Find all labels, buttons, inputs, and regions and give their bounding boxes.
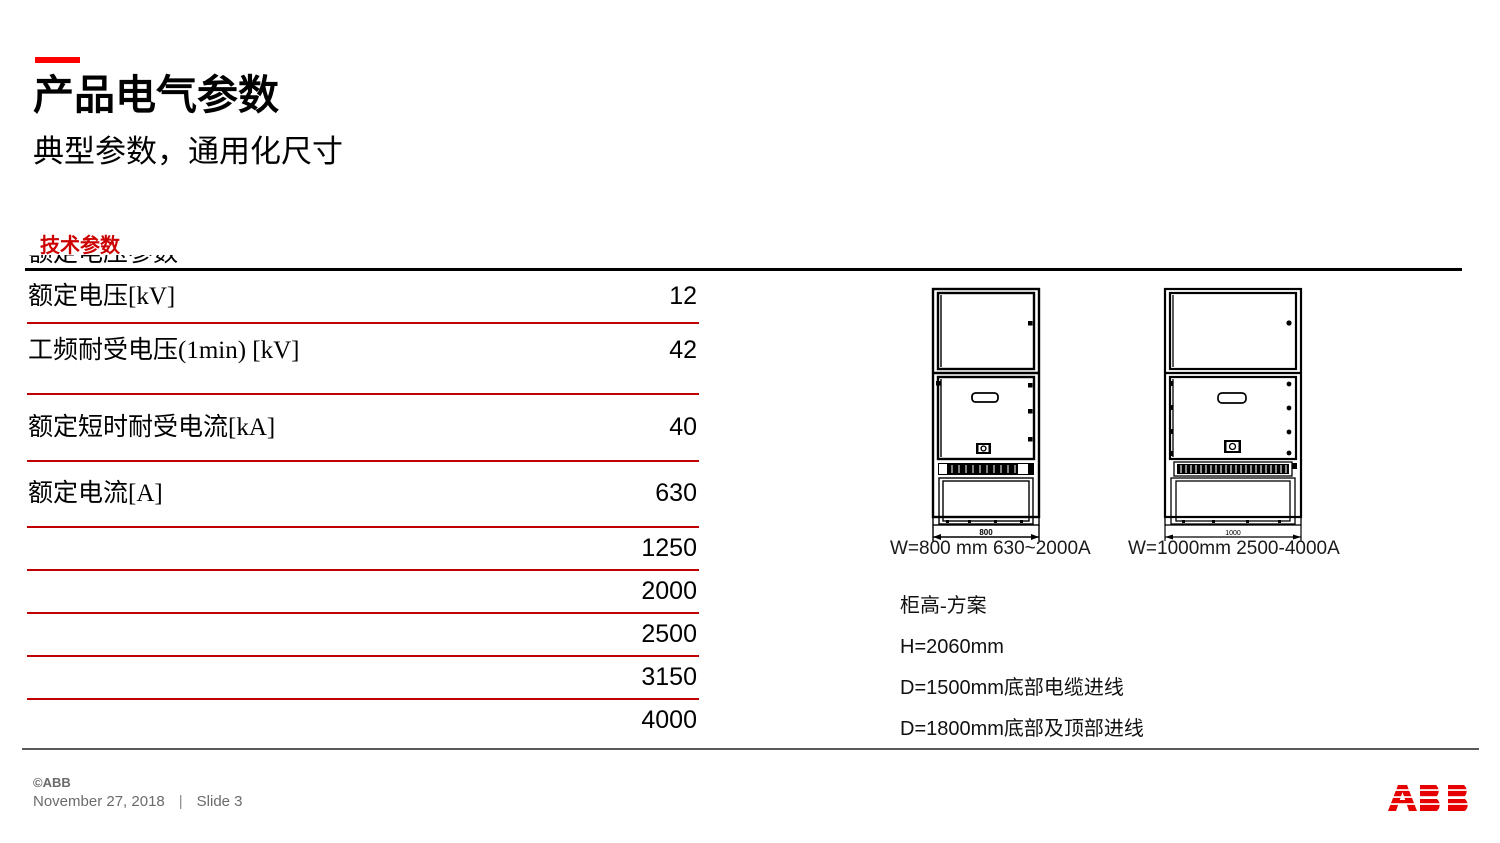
- spec-label: 额定短时耐受电流[kA]: [28, 414, 276, 441]
- header-divider-rule: [25, 268, 1462, 271]
- spec-label: 额定电流[A]: [28, 480, 163, 507]
- dimension-line-800: [932, 525, 1040, 541]
- spec-value: 2500: [641, 620, 697, 648]
- specification-table: 额定电压参数 额定电压[kV] 12 工频耐受电压(1min) [kV] 42 …: [27, 255, 699, 743]
- spec-value: 42: [669, 336, 697, 364]
- interlock-indicator-icon: [976, 443, 991, 454]
- table-row: 4000: [27, 700, 699, 743]
- spec-label: 额定电压[kV]: [28, 283, 176, 310]
- footer-slide-number: Slide 3: [196, 793, 243, 810]
- cabinet-caption-800: W=800 mm 630~2000A: [890, 538, 1091, 559]
- cabinet-drawings-group: 800: [880, 280, 1380, 559]
- spec-value: 630: [655, 479, 697, 507]
- base-plate: [1164, 516, 1302, 526]
- footer-copyright: ©ABB: [33, 775, 71, 790]
- spec-value: 1250: [641, 534, 697, 562]
- abb-logo-svg: ABB: [1388, 785, 1468, 811]
- table-row: 额定电流[A] 630: [27, 462, 699, 528]
- spec-value: 40: [669, 413, 697, 441]
- footer-meta: November 27, 2018 | Slide 3: [33, 793, 243, 810]
- footer-divider-rule: [22, 748, 1479, 750]
- cabinet-drawing-800: 800: [928, 285, 1044, 541]
- notes-heading: 柜高-方案: [900, 595, 987, 617]
- footer-separator: |: [178, 793, 183, 810]
- table-row: 工频耐受电压(1min) [kV] 42: [27, 324, 699, 395]
- spec-value: 2000: [641, 577, 697, 605]
- ventilation-louvre: [1173, 461, 1293, 477]
- footer-date: November 27, 2018: [33, 793, 165, 810]
- table-row: 2500: [27, 614, 699, 657]
- table-row: 额定电压[kV] 12: [27, 271, 699, 324]
- note-depth-1800: D=1800mm底部及顶部进线: [900, 718, 1144, 740]
- spec-value: 12: [669, 282, 697, 310]
- label-plate-icon: [971, 392, 999, 403]
- latch-dots: [936, 321, 1033, 468]
- cabinet-1000-svg: 1000: [1163, 287, 1303, 541]
- abb-logo: ABB: [1386, 783, 1481, 813]
- note-depth-1500: D=1500mm底部电缆进线: [900, 677, 1124, 699]
- cabinet-800-svg: 800: [931, 287, 1041, 541]
- cabinet-height-notes: 柜高-方案 H=2060mm D=1500mm底部电缆进线 D=1800mm底部…: [900, 586, 1330, 750]
- spec-value: 4000: [641, 706, 697, 734]
- note-height: H=2060mm: [900, 636, 1004, 658]
- title-accent-bar: [35, 57, 80, 63]
- latch-dots: [1169, 320, 1297, 469]
- interlock-indicator-icon: [1224, 440, 1241, 453]
- table-row: 2000: [27, 571, 699, 614]
- cabinet-caption-1000: W=1000mm 2500-4000A: [1128, 538, 1340, 559]
- cabinet-drawing-1000: 1000: [1160, 285, 1306, 541]
- table-row: 额定短时耐受电流[kA] 40: [27, 395, 699, 462]
- dimension-label-800: 800: [979, 528, 993, 537]
- page-title: 产品电气参数: [33, 72, 279, 118]
- dimension-line-1000: [1164, 525, 1302, 541]
- table-row: 1250: [27, 528, 699, 571]
- spec-value: 3150: [641, 663, 697, 691]
- base-plate: [932, 516, 1040, 526]
- page-subtitle: 典型参数，通用化尺寸: [33, 134, 343, 169]
- ventilation-louvre: [938, 463, 1034, 475]
- dimension-label-1000: 1000: [1225, 530, 1241, 537]
- clipped-header-text: 额定电压参数: [28, 255, 358, 270]
- table-row: 3150: [27, 657, 699, 700]
- clipped-header-row: 额定电压参数: [28, 255, 358, 271]
- label-plate-icon: [1217, 392, 1247, 404]
- section-heading-technical-parameters: 技术参数: [40, 235, 120, 257]
- spec-label: 工频耐受电压(1min) [kV]: [28, 337, 300, 364]
